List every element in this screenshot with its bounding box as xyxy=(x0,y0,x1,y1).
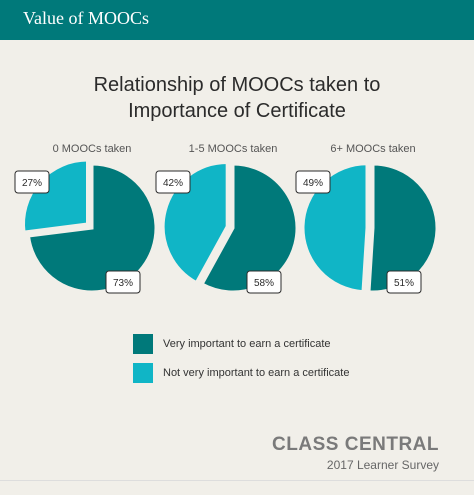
header-bar: Value of MOOCs xyxy=(0,0,474,40)
pie-subtitle-2: 1-5 MOOCs taken xyxy=(189,143,278,155)
pie-label-not-very-important-1-box xyxy=(14,170,50,194)
pie-label-not-very-important-1: 27% xyxy=(14,170,50,194)
pie-label-not-very-important-1-text: 27% xyxy=(22,178,42,189)
legend-swatch-not-very-important xyxy=(133,363,153,383)
header-title: Value of MOOCs xyxy=(23,8,149,28)
legend-label-not-very-important: Not very important to earn a certificate xyxy=(163,367,350,379)
pie-label-very-important-2-text: 58% xyxy=(254,278,274,289)
legend-item-not-very-important: Not very important to earn a certificate xyxy=(133,362,349,384)
pie-label-not-very-important-3-text: 49% xyxy=(303,178,323,189)
pie-label-not-very-important-3-box xyxy=(295,170,331,194)
pie-label-not-very-important-2: 42% xyxy=(155,170,191,194)
pie-chart-1: 0 MOOCs taken 27% 73% xyxy=(14,143,158,294)
pie-label-very-important-3-box xyxy=(386,270,422,294)
legend-label-very-important: Very important to earn a certificate xyxy=(163,338,331,350)
legend-swatch-very-important xyxy=(133,334,153,354)
pie-slice-not-very-important-3 xyxy=(301,162,369,294)
brand-subtitle: 2017 Learner Survey xyxy=(326,458,439,472)
pie-label-very-important-2: 58% xyxy=(246,270,282,294)
brand: CLASS CENTRAL 2017 Learner Survey xyxy=(272,434,439,472)
brand-logo: CLASS CENTRAL xyxy=(272,434,439,455)
pie-label-not-very-important-2-box xyxy=(155,170,191,194)
pie-subtitle-3: 6+ MOOCs taken xyxy=(330,143,415,155)
pie-label-very-important-3-text: 51% xyxy=(394,278,414,289)
chart-title: Relationship of MOOCs taken to Importanc… xyxy=(93,74,381,122)
pie-subtitle-1: 0 MOOCs taken xyxy=(53,143,132,155)
pie-slice-very-important-1 xyxy=(26,162,158,294)
pie-label-very-important-1-text: 73% xyxy=(113,278,133,289)
pie-label-not-very-important-3: 49% xyxy=(295,170,331,194)
legend-item-very-important: Very important to earn a certificate xyxy=(133,333,349,355)
pie-label-not-very-important-2-text: 42% xyxy=(163,178,183,189)
pie-label-very-important-1: 73% xyxy=(105,270,141,294)
bottom-divider xyxy=(0,480,474,481)
legend: Very important to earn a certificate Not… xyxy=(133,333,349,391)
pie-label-very-important-1-box xyxy=(105,270,141,294)
pie-label-very-important-3: 51% xyxy=(386,270,422,294)
pie-chart-3: 6+ MOOCs taken 49% 51% xyxy=(295,143,439,294)
pie-slice-very-important-2 xyxy=(200,162,299,294)
pie-chart-2: 1-5 MOOCs taken 42% 58% xyxy=(155,143,299,294)
pie-label-very-important-2-box xyxy=(246,270,282,294)
